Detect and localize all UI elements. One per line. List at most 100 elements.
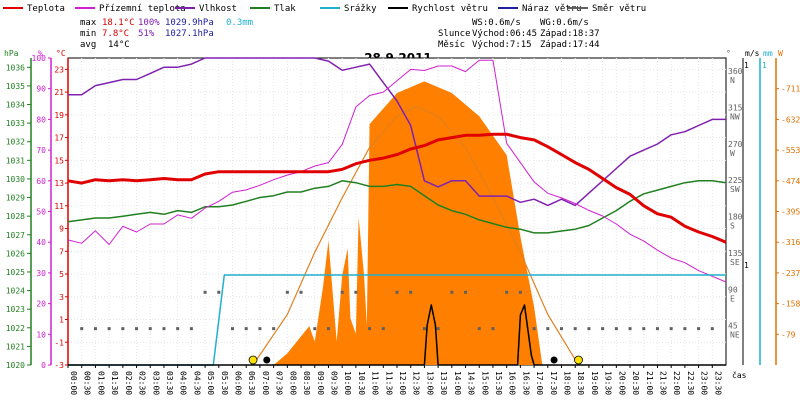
unit-cas: čas bbox=[732, 370, 747, 380]
x-tick-label: 20:30 bbox=[631, 371, 640, 395]
temp-tick-label: 3 bbox=[59, 293, 64, 302]
sun-label: Slunce bbox=[438, 29, 471, 39]
humidity-tick-label: 60 bbox=[36, 177, 46, 186]
x-tick-label: 17:00 bbox=[535, 371, 544, 395]
wind-direction-point bbox=[189, 327, 193, 331]
unit-degree: ° bbox=[726, 49, 731, 58]
temp-tick-label: 13 bbox=[54, 179, 64, 188]
x-tick-label: 18:00 bbox=[563, 371, 572, 395]
pressure-tick-label: 1025 bbox=[6, 268, 25, 277]
humidity-tick-label: 20 bbox=[36, 300, 46, 309]
wind-direction-point bbox=[121, 327, 125, 331]
radiation-tick-label: -237 bbox=[781, 269, 800, 278]
stats-min-label: min bbox=[80, 29, 96, 39]
x-tick-label: 18:30 bbox=[576, 371, 585, 395]
wind-direction-point bbox=[368, 327, 372, 331]
x-tick-label: 21:30 bbox=[658, 371, 667, 395]
x-tick-label: 03:00 bbox=[151, 371, 160, 395]
stats-min-press: 1027.1hPa bbox=[165, 29, 214, 39]
pressure-tick-label: 1032 bbox=[6, 138, 25, 147]
wind-direction-point bbox=[285, 290, 289, 294]
unit-mm: mm bbox=[763, 49, 773, 58]
radiation-area-fill bbox=[68, 81, 726, 365]
wind-direction-point bbox=[381, 327, 385, 331]
wind-direction-point bbox=[710, 327, 714, 331]
series-line-pressure bbox=[67, 180, 727, 234]
x-tick-label: 00:00 bbox=[69, 371, 78, 395]
series-line-temperature bbox=[67, 132, 727, 244]
wind-axis-label: 1 bbox=[744, 261, 749, 270]
wind-direction-point bbox=[532, 327, 536, 331]
x-tick-label: 15:00 bbox=[480, 371, 489, 395]
radiation-tick-label: -553 bbox=[781, 146, 800, 155]
unit-watt: W bbox=[778, 49, 783, 58]
x-tick-label: 20:00 bbox=[617, 371, 626, 395]
x-tick-label: 13:30 bbox=[439, 371, 448, 395]
series-lines bbox=[67, 57, 727, 366]
wind-direction-point bbox=[450, 290, 454, 294]
moon-set: Západ:17:44 bbox=[540, 40, 600, 50]
wind-direction-point bbox=[272, 327, 276, 331]
humidity-tick-label: 80 bbox=[36, 115, 46, 124]
x-tick-label: 10:30 bbox=[357, 371, 366, 395]
x-tick-label: 16:00 bbox=[508, 371, 517, 395]
x-tick-label: 23:00 bbox=[700, 371, 709, 395]
x-tick-label: 10:00 bbox=[343, 371, 352, 395]
temp-tick-label: 21 bbox=[54, 88, 64, 97]
wind-wg: WG:0.6m/s bbox=[540, 18, 589, 28]
wind-direction-point bbox=[560, 327, 563, 331]
temp-tick-label: 5 bbox=[59, 270, 64, 279]
pressure-tick-label: 1026 bbox=[6, 249, 25, 258]
wind-axis-label: 1 bbox=[744, 61, 749, 70]
temp-tick-label: 19 bbox=[54, 111, 64, 120]
stats-max-temp: 18.1°C bbox=[102, 18, 135, 28]
wind-direction-point bbox=[258, 327, 262, 331]
legend: Teplota Přízemní teplota Vlhkost Tlak Srážky… bbox=[3, 4, 646, 14]
x-axis-ticks: 00:00 00:30 01:00 01:30 02:00 02:30 03:00 03:30… bbox=[67, 365, 722, 395]
stats-max-press: 1029.9hPa bbox=[165, 18, 214, 28]
temp-tick-label: 23 bbox=[54, 65, 64, 74]
x-tick-label: 04:00 bbox=[179, 371, 188, 395]
x-tick-label: 02:30 bbox=[138, 371, 147, 395]
wind-direction-point bbox=[436, 327, 440, 331]
direction-tick-label: 90 bbox=[728, 285, 738, 294]
x-tick-label: 19:30 bbox=[604, 371, 613, 395]
series-line-ground-temp bbox=[67, 59, 727, 283]
temp-tick-label: 17 bbox=[54, 134, 64, 143]
wind-direction-point bbox=[587, 327, 591, 331]
legend-label: Teplota bbox=[27, 4, 65, 14]
theoretical-radiation-line bbox=[252, 105, 580, 366]
wind-direction-point bbox=[93, 327, 97, 331]
sun-rise: Východ:06:45 bbox=[472, 29, 537, 39]
stats-min-temp: 7.8°C bbox=[102, 29, 129, 39]
wind-direction-point bbox=[326, 327, 330, 331]
x-tick-label: 01:30 bbox=[110, 371, 119, 395]
x-tick-label: 14:00 bbox=[453, 371, 462, 395]
pressure-tick-label: 1022 bbox=[6, 324, 25, 333]
x-tick-label: 11:00 bbox=[371, 371, 380, 395]
pressure-tick-label: 1034 bbox=[6, 101, 25, 110]
direction-tick-label: 225 bbox=[728, 176, 743, 185]
stats-avg-temp: 14°C bbox=[108, 40, 130, 50]
x-tick-label: 07:00 bbox=[261, 371, 270, 395]
direction-tick-label: 360 bbox=[728, 67, 743, 76]
wind-direction-point bbox=[546, 327, 550, 331]
wind-direction-point bbox=[409, 290, 413, 294]
direction-name-label: S bbox=[730, 222, 735, 231]
radiation-tick-label: -79 bbox=[781, 330, 796, 339]
wind-direction-point bbox=[628, 327, 632, 331]
temp-tick-label: 9 bbox=[59, 225, 64, 234]
axes: 1036103510341033103210311030102910281027… bbox=[6, 54, 800, 370]
legend-label: Přízemní teplota bbox=[99, 4, 186, 14]
wind-direction-point bbox=[642, 327, 646, 331]
pressure-tick-label: 1030 bbox=[6, 175, 25, 184]
direction-tick-label: 135 bbox=[728, 249, 743, 258]
humidity-tick-label: 100 bbox=[32, 54, 47, 63]
series-line-humidity bbox=[68, 57, 726, 207]
unit-celsius: °C bbox=[56, 49, 66, 58]
legend-label: Tlak bbox=[274, 4, 296, 14]
pressure-tick-label: 1029 bbox=[6, 194, 25, 203]
pressure-tick-label: 1035 bbox=[6, 82, 25, 91]
pressure-tick-label: 1020 bbox=[6, 361, 25, 370]
